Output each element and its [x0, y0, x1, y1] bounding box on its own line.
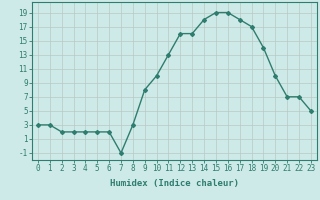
X-axis label: Humidex (Indice chaleur): Humidex (Indice chaleur) — [110, 179, 239, 188]
